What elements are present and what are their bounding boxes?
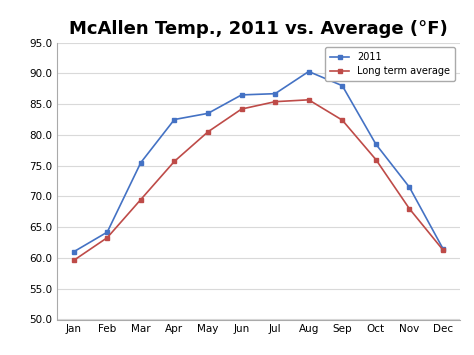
Long term average [172,159,177,164]
Legend: 2011, Long term average: 2011, Long term average [325,48,455,81]
2011 [104,230,110,234]
2011 [407,185,412,189]
2011 [205,111,211,115]
Line: 2011: 2011 [71,69,446,254]
2011 [71,250,76,254]
Long term average [104,235,110,240]
Long term average [306,98,311,102]
2011 [239,93,245,97]
2011 [440,247,446,251]
Title: McAllen Temp., 2011 vs. Average (°F): McAllen Temp., 2011 vs. Average (°F) [69,20,448,38]
Long term average [407,207,412,211]
2011 [306,69,311,73]
Long term average [272,99,278,104]
Long term average [440,248,446,252]
Long term average [339,118,345,122]
2011 [373,142,379,146]
2011 [339,83,345,88]
Long term average [373,157,379,162]
Long term average [71,258,76,263]
Long term average [138,197,144,202]
2011 [172,118,177,122]
Long term average [205,130,211,134]
Long term average [239,107,245,111]
Line: Long term average: Long term average [71,97,446,263]
2011 [272,92,278,96]
2011 [138,160,144,165]
